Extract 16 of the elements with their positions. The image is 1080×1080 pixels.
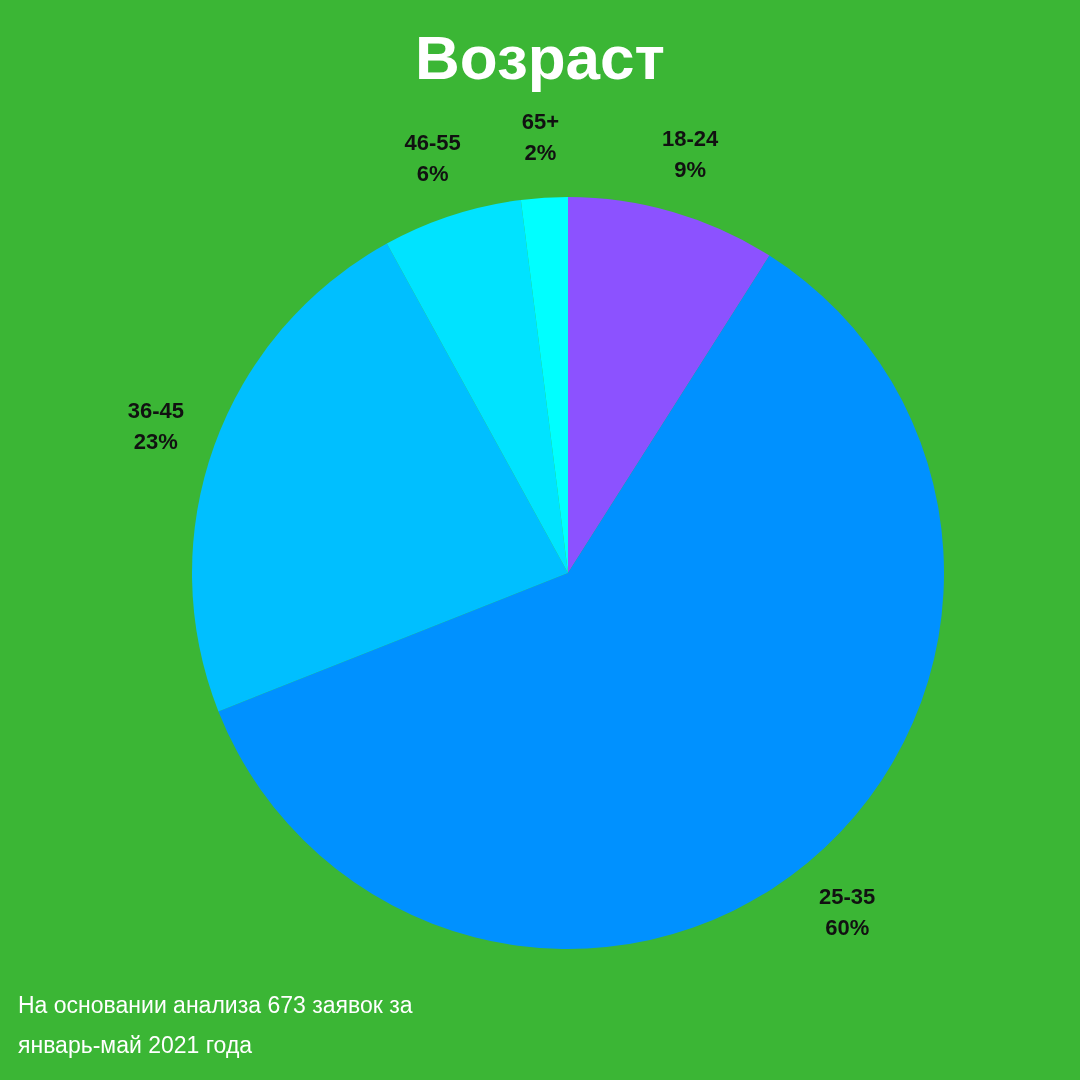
pie-slice bbox=[386, 199, 568, 573]
data-label: 23% bbox=[133, 428, 178, 454]
data-label: 9% bbox=[674, 156, 707, 182]
slice-label: 65+ bbox=[521, 109, 560, 135]
slice-label: 25-35 bbox=[819, 883, 876, 909]
slice-label: 18-24 bbox=[662, 125, 720, 151]
chart-title: Возраст bbox=[414, 22, 666, 93]
data-label: 6% bbox=[416, 160, 449, 186]
text: На основании анализа 673 заявок за январь-май 2021 года bbox=[18, 991, 414, 1060]
data-label: 2% bbox=[524, 140, 557, 166]
data-label: 60% bbox=[825, 914, 870, 940]
slice-label: 46-55 bbox=[404, 129, 461, 155]
pie-slice bbox=[218, 255, 944, 949]
pie-slice bbox=[192, 243, 568, 712]
slice-label: 36-45 bbox=[127, 398, 185, 424]
pie-slice bbox=[568, 197, 770, 573]
